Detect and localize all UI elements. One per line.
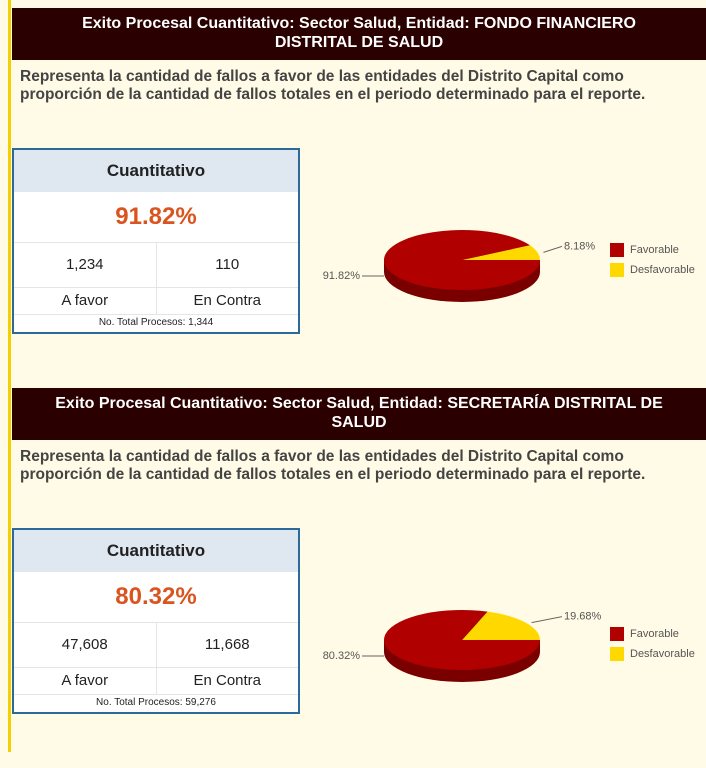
labels-row: A favor En Contra xyxy=(14,668,298,695)
report-section: Exito Procesal Cuantitativo: Sector Salu… xyxy=(12,388,706,768)
legend-label: Favorable xyxy=(630,628,679,640)
legend-label: Desfavorable xyxy=(630,648,695,660)
section-header: Exito Procesal Cuantitativo: Sector Salu… xyxy=(12,8,706,60)
report-section: Exito Procesal Cuantitativo: Sector Salu… xyxy=(12,8,706,388)
page: Exito Procesal Cuantitativo: Sector Salu… xyxy=(8,0,706,752)
leader-line xyxy=(543,245,563,253)
slice-label: 8.18% xyxy=(564,240,595,252)
summary-heading: Cuantitativo xyxy=(14,530,298,572)
count-label: En Contra xyxy=(193,292,262,309)
pie-slice xyxy=(462,245,540,260)
summary-heading: Cuantitativo xyxy=(14,150,298,192)
legend-label: Favorable xyxy=(630,244,679,256)
slice-label: 19.68% xyxy=(564,611,602,623)
leader-line xyxy=(531,616,563,624)
description: Representa la cantidad de fallos a favor… xyxy=(20,448,646,483)
legend-swatch xyxy=(610,647,624,661)
legend-swatch xyxy=(610,243,624,257)
summary-box: Cuantitativo 91.82% 1,234 110 A favor En Cont… xyxy=(12,148,300,334)
description: Representa la cantidad de fallos a favor… xyxy=(20,68,646,103)
total: No. Total Procesos: 59,276 xyxy=(96,697,216,708)
pie-chart: 91.82% 8.18% Favorable Desfavorable xyxy=(323,230,695,302)
count: 47,608 xyxy=(14,623,157,667)
count-label: A favor xyxy=(14,668,157,694)
pie-slice xyxy=(384,230,540,290)
slice-label: 91.82% xyxy=(323,270,361,282)
counts-row: 47,608 11,668 xyxy=(14,623,298,668)
count-label: En Contra xyxy=(193,672,262,689)
section-header: Exito Procesal Cuantitativo: Sector Salu… xyxy=(12,388,706,440)
pie-slice xyxy=(384,610,540,670)
legend-label: Desfavorable xyxy=(630,264,695,276)
summary-percent: 80.32% xyxy=(14,572,298,623)
slice-label: 80.32% xyxy=(323,650,361,662)
summary-percent: 91.82% xyxy=(14,192,298,243)
total: No. Total Procesos: 1,344 xyxy=(98,317,214,328)
legend-swatch xyxy=(610,627,624,641)
counts-row: 1,234 110 xyxy=(14,243,298,288)
legend-swatch xyxy=(610,263,624,277)
pie-slice xyxy=(462,611,540,640)
count-label: A favor xyxy=(14,288,157,314)
count: 1,234 xyxy=(14,243,157,287)
count: 110 xyxy=(215,256,240,273)
count: 11,668 xyxy=(204,636,250,653)
labels-row: A favor En Contra xyxy=(14,288,298,315)
pie-chart: 80.32% 19.68% Favorable Desfavorable xyxy=(323,610,695,682)
summary-box: Cuantitativo 80.32% 47,608 11,668 A favor En … xyxy=(12,528,300,714)
